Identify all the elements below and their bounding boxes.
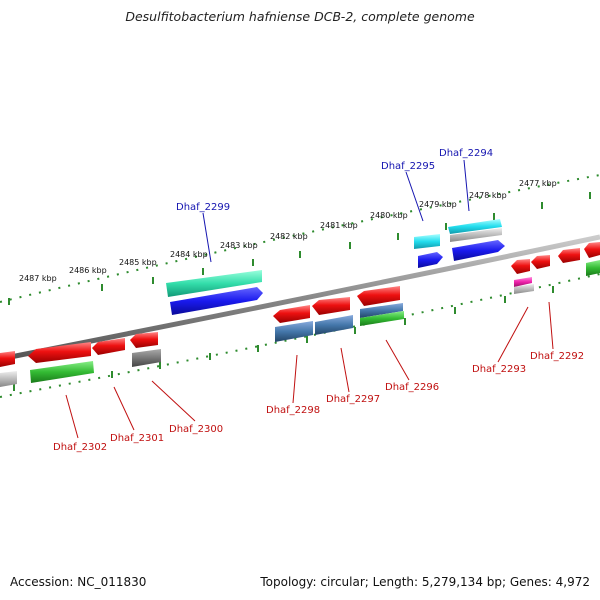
gene-label[interactable]: Dhaf_2302 <box>53 442 107 453</box>
tick-label: 2485 kbp <box>119 258 157 267</box>
tick-label: 2487 kbp <box>19 274 57 283</box>
gene-dhaf-2299-arrow[interactable] <box>170 287 263 315</box>
gene-label[interactable]: Dhaf_2295 <box>381 161 435 172</box>
tick-label: 2480 kbp <box>370 211 408 220</box>
gene-dhaf-2298-steel[interactable] <box>275 321 313 342</box>
gene-dhaf-2295-box[interactable] <box>414 234 440 249</box>
gene-dhaf-2294-stripe[interactable] <box>450 228 502 242</box>
tick-label: 2479 kbp <box>419 200 457 209</box>
gene-left-edge-gray[interactable] <box>0 371 17 387</box>
gene-dhaf-2295-arrow[interactable] <box>418 252 443 268</box>
label-leaders-top <box>202 159 470 263</box>
gene-dhaf-2294-bar[interactable] <box>448 219 502 234</box>
gene-dhaf-2293-arrow[interactable] <box>511 259 530 274</box>
gene-label[interactable]: Dhaf_2299 <box>176 202 230 213</box>
tick-label: 2483 kbp <box>220 241 258 250</box>
gene-left-edge-red[interactable] <box>0 351 15 367</box>
label-leaders-bottom <box>65 301 554 439</box>
gene-right-edge-green[interactable] <box>586 260 600 276</box>
gene-right-edge-red-1[interactable] <box>558 248 580 263</box>
gene-dhaf-2293-magenta[interactable] <box>514 277 532 287</box>
tick-label: 2477 kbp <box>519 179 557 188</box>
gene-dhaf-2292-arrow[interactable] <box>531 255 550 269</box>
genes-forward <box>166 219 505 315</box>
topology-text: Topology: circular; Length: 5,279,134 bp… <box>260 575 590 589</box>
tick-label: 2484 kbp <box>170 250 208 259</box>
gene-label[interactable]: Dhaf_2296 <box>385 382 439 393</box>
gene-dhaf-2297-arrow[interactable] <box>312 297 350 315</box>
gene-label[interactable]: Dhaf_2294 <box>439 148 493 159</box>
gene-dhaf-2301-arrow[interactable] <box>92 338 125 355</box>
genes-reverse <box>0 242 600 387</box>
gene-dhaf-2298-arrow[interactable] <box>273 305 310 323</box>
gene-label[interactable]: Dhaf_2292 <box>530 351 584 362</box>
gene-dhaf-2299-bar[interactable] <box>166 270 262 297</box>
gene-label[interactable]: Dhaf_2300 <box>169 424 223 435</box>
gene-right-edge-red-2[interactable] <box>584 242 600 258</box>
gene-dhaf-2302-green[interactable] <box>30 361 94 383</box>
gene-label[interactable]: Dhaf_2298 <box>266 405 320 416</box>
accession-text: Accession: NC_011830 <box>10 575 147 589</box>
gene-dhaf-2297-steel[interactable] <box>315 315 353 335</box>
inner-major-ticks <box>13 286 554 391</box>
gene-dhaf-2300-arrow[interactable] <box>130 332 158 348</box>
gene-dhaf-2296-arrow[interactable] <box>357 286 400 306</box>
gene-dhaf-2294-arrow[interactable] <box>452 240 505 261</box>
genome-backbone <box>0 234 600 362</box>
gene-label[interactable]: Dhaf_2301 <box>110 433 164 444</box>
gene-dhaf-2300-gray[interactable] <box>132 349 161 367</box>
map-title: Desulfitobacterium hafniense DCB-2, comp… <box>125 9 475 24</box>
tick-label: 2481 kbp <box>320 221 358 230</box>
gene-label[interactable]: Dhaf_2293 <box>472 364 526 375</box>
tick-label: 2482 kbp <box>270 232 308 241</box>
gene-label[interactable]: Dhaf_2297 <box>326 394 380 405</box>
gene-dhaf-2296-steel[interactable] <box>360 303 403 318</box>
tick-label: 2486 kbp <box>69 266 107 275</box>
gene-dhaf-2293-gray[interactable] <box>514 284 534 294</box>
gene-dhaf-2302-arrow[interactable] <box>28 342 91 363</box>
outer-major-ticks <box>8 192 591 305</box>
tick-label: 2478 kbp <box>469 191 507 200</box>
gene-dhaf-2296-green[interactable] <box>360 311 404 326</box>
